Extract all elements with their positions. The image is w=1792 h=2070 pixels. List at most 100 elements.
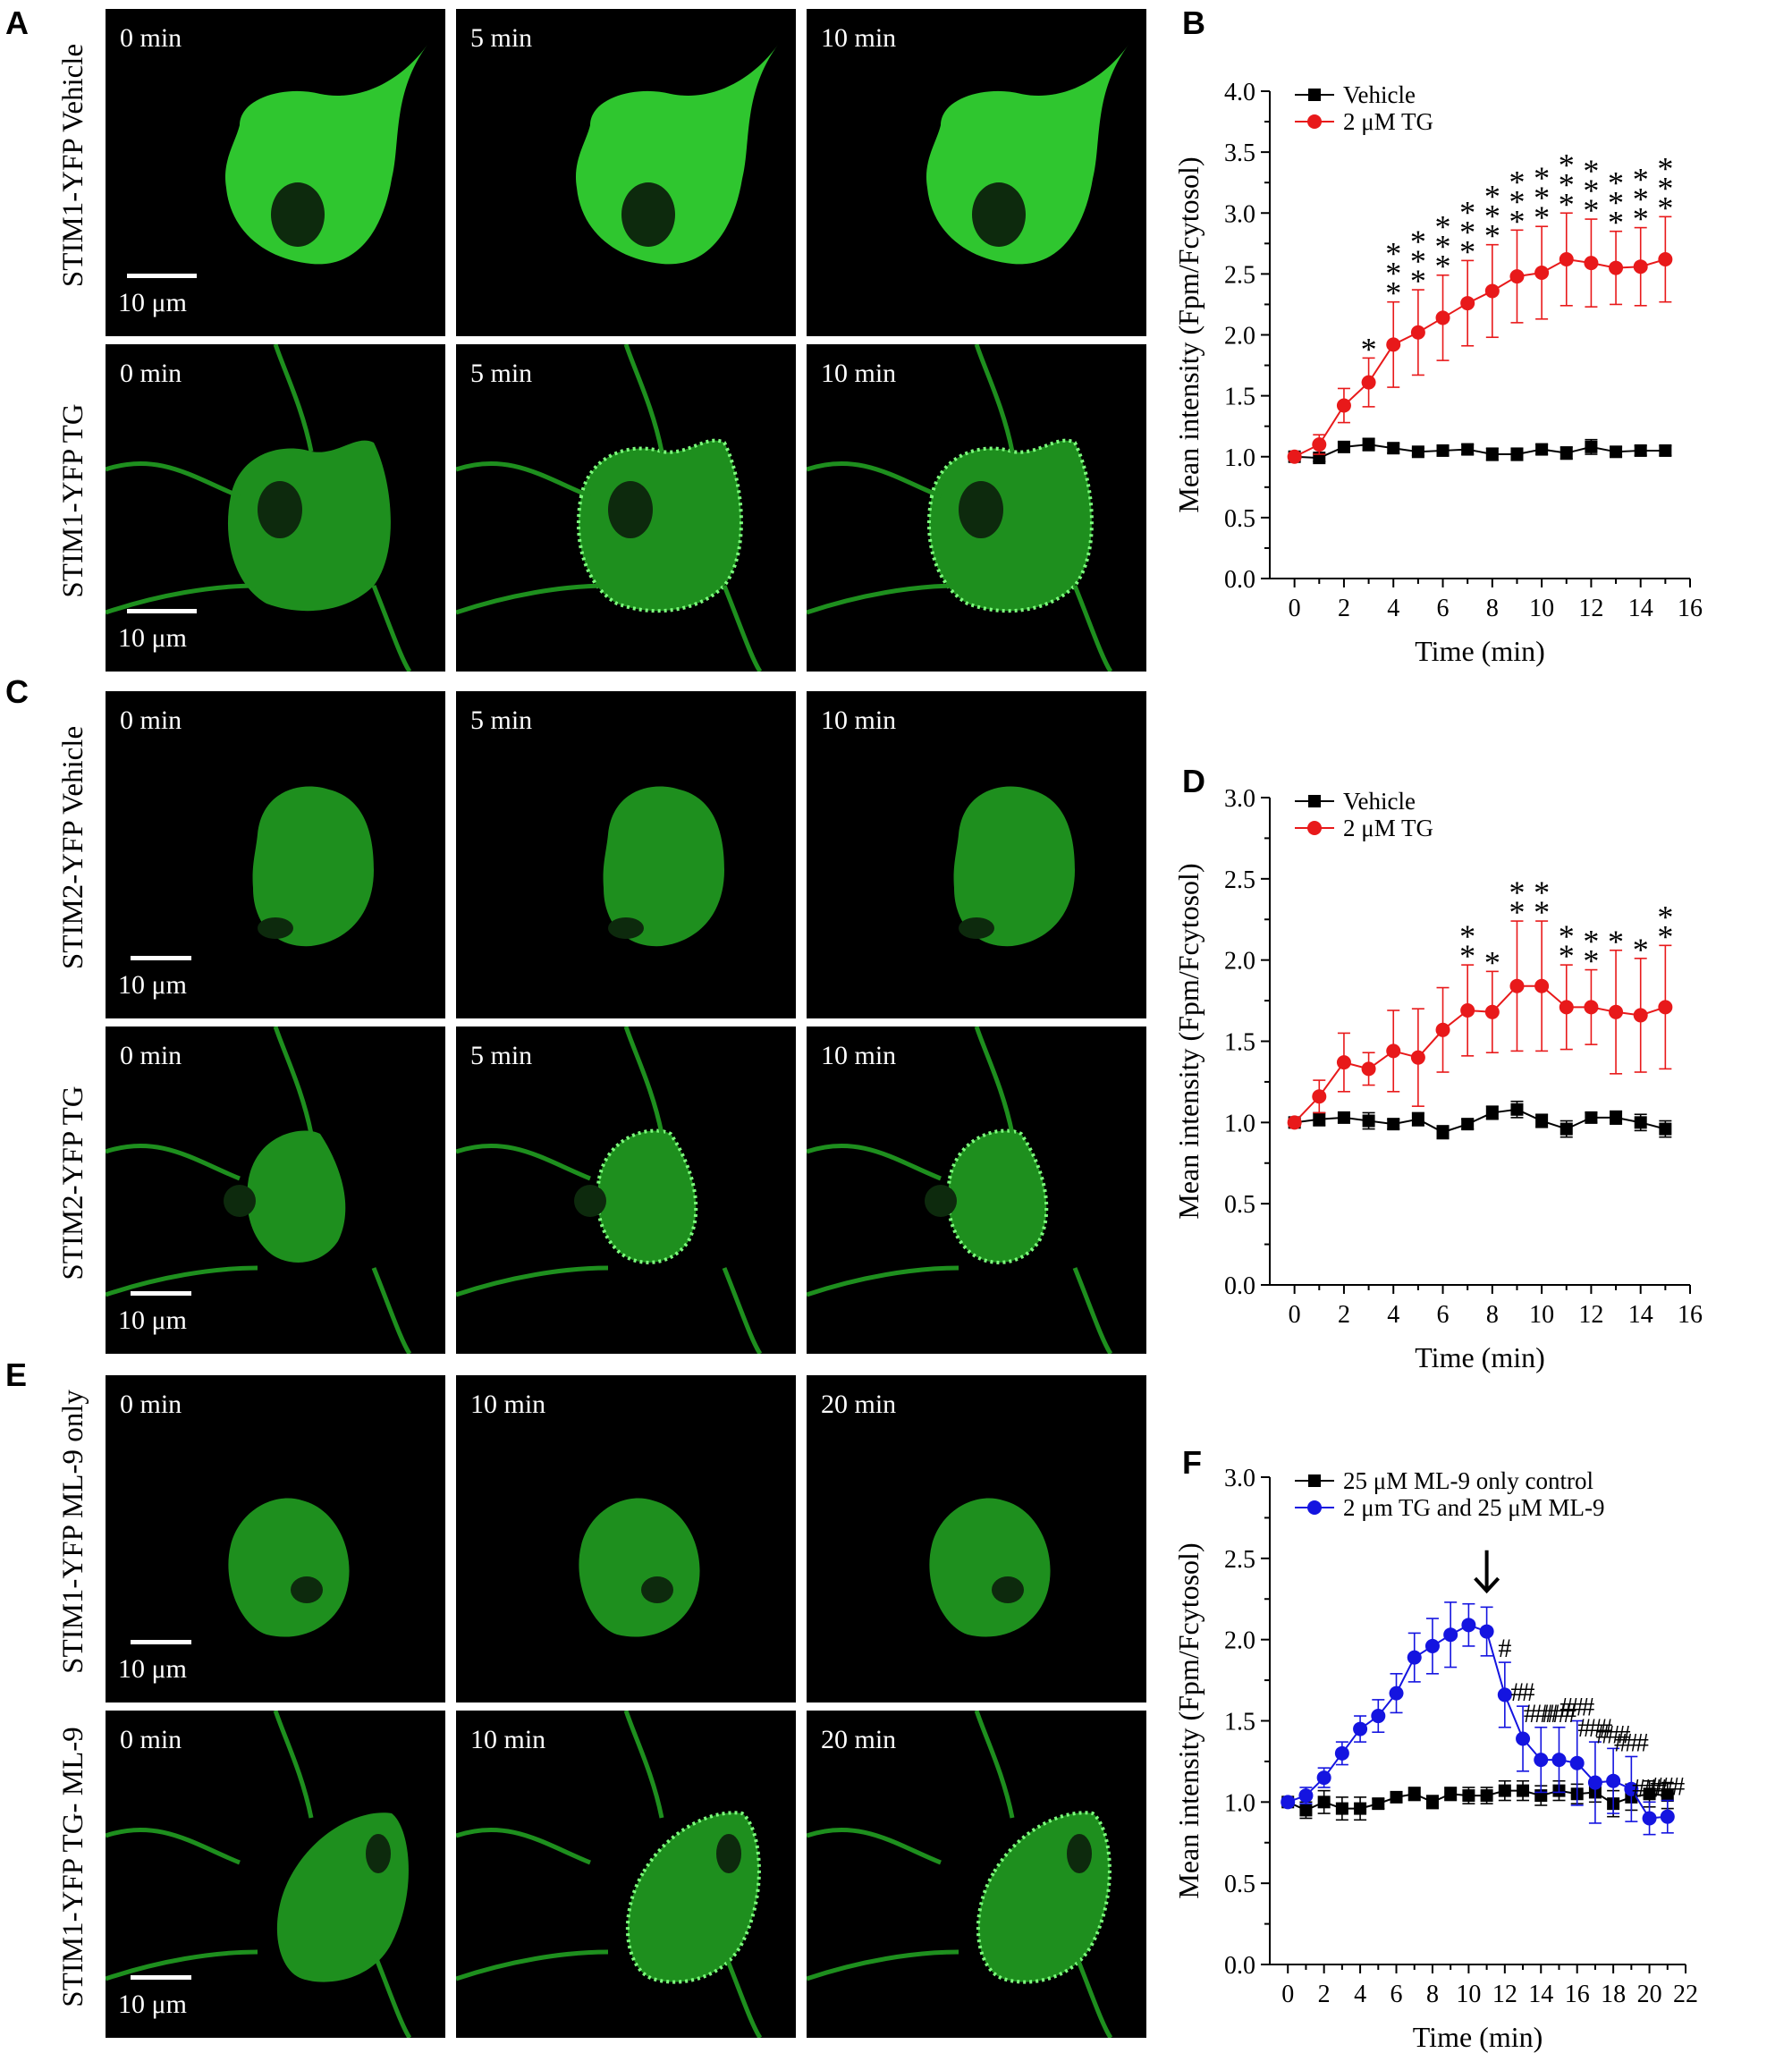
time-label: 0 min <box>120 705 182 735</box>
significance-marker: * <box>1559 166 1575 202</box>
x-tick-label: 10 <box>1529 595 1554 622</box>
significance-marker: # <box>1653 1773 1667 1803</box>
series-line <box>1294 1108 1666 1134</box>
significance-marker: * <box>1459 918 1475 954</box>
data-point <box>1444 1787 1458 1801</box>
scale-bar <box>131 1975 191 1980</box>
x-tick-label: 2 <box>1338 595 1350 622</box>
data-point <box>1659 444 1672 457</box>
significance-marker: * <box>1435 229 1451 265</box>
neurite <box>106 1027 412 1354</box>
data-point <box>1460 1002 1475 1018</box>
x-tick-label: 16 <box>1678 595 1703 622</box>
cell-image <box>807 1711 1113 2038</box>
significance-marker: * <box>1484 199 1500 234</box>
cell-body <box>946 1128 1049 1264</box>
scale-label: 10 μm <box>118 970 187 1000</box>
y-tick-label: 0.0 <box>1224 1952 1255 1980</box>
cell-body <box>247 1130 346 1263</box>
micrograph-tile: 0 min 10 μm <box>106 1375 445 1702</box>
significance-marker: * <box>1633 162 1649 198</box>
micrograph-tile: 10 min <box>807 691 1146 1018</box>
y-tick-label: 4.0 <box>1224 79 1255 106</box>
time-label: 0 min <box>120 1390 182 1419</box>
data-point <box>1389 1686 1404 1701</box>
data-point <box>1386 337 1401 352</box>
micrograph-tile: 0 min 10 μm <box>106 1027 445 1354</box>
series-line <box>1294 258 1666 458</box>
significance-marker: * <box>1410 243 1426 279</box>
time-label: 20 min <box>821 1390 897 1419</box>
cell-image <box>807 344 1113 672</box>
x-tick-label: 18 <box>1601 1981 1626 2008</box>
time-label: 5 min <box>470 23 533 53</box>
time-label: 0 min <box>120 23 182 53</box>
micrograph-tile: 5 min <box>456 691 796 1018</box>
micrograph-tile: 20 min <box>807 1375 1146 1702</box>
data-point <box>1661 1789 1674 1803</box>
significance-marker: * <box>1608 185 1624 221</box>
data-point <box>1584 256 1599 271</box>
nucleus <box>366 1834 391 1873</box>
cell-image <box>228 1498 350 1637</box>
x-tick-label: 4 <box>1354 1981 1366 2008</box>
scale-bar <box>131 1291 191 1296</box>
significance-marker: * <box>1484 179 1500 215</box>
significance-marker: * <box>1534 874 1550 910</box>
row-label: STIM2-YFP Vehicle <box>57 725 89 970</box>
nucleus <box>959 917 994 939</box>
legend-label: 2 μM TG <box>1343 108 1433 135</box>
significance-marker: # <box>1552 1699 1566 1728</box>
significance-marker: * <box>1509 894 1525 930</box>
data-point <box>1479 1624 1494 1639</box>
data-point <box>1534 978 1550 993</box>
nucleus <box>574 1185 606 1217</box>
x-tick-label: 6 <box>1437 595 1450 622</box>
data-point <box>1410 1050 1425 1065</box>
data-point <box>1436 444 1450 457</box>
data-point <box>1633 1008 1648 1023</box>
significance-marker: * <box>1509 874 1525 910</box>
data-point <box>1642 1811 1657 1826</box>
nucleus <box>992 1576 1024 1603</box>
data-point <box>1312 1089 1327 1104</box>
row-label: STIM1-YFP TG <box>57 403 89 598</box>
legend-label: 2 μm TG and 25 μM ML-9 <box>1343 1494 1604 1521</box>
data-point <box>1425 1795 1439 1809</box>
y-tick-label: 1.0 <box>1224 444 1255 472</box>
significance-marker: * <box>1509 183 1525 219</box>
data-point <box>1643 1787 1656 1801</box>
time-label: 5 min <box>470 705 533 735</box>
series-line <box>1294 444 1666 460</box>
chart-panel-f: 0.0 0.5 1.0 1.5 2.0 2.5 3.0 0 2 4 6 8 10 12 14 16 18 20 22… <box>1172 1465 1698 2053</box>
y-axis-label: Mean intensity (Fpm/Fcytosol) <box>1172 156 1205 512</box>
legend-label: Vehicle <box>1343 788 1416 815</box>
data-point <box>1443 1627 1458 1643</box>
x-tick-label: 12 <box>1578 1301 1603 1329</box>
x-tick-label: 10 <box>1529 1301 1554 1329</box>
cell-body <box>252 786 374 947</box>
significance-marker: # <box>1618 1719 1631 1749</box>
data-point <box>1485 448 1499 461</box>
nucleus <box>258 481 302 538</box>
cell-image <box>106 344 412 672</box>
nucleus <box>608 917 644 939</box>
significance-marker: * <box>1559 186 1575 222</box>
data-point <box>1353 1721 1368 1736</box>
scale-bar <box>131 1640 191 1644</box>
significance-marker: * <box>1410 263 1426 299</box>
neurite <box>807 1711 1113 2038</box>
significance-marker: # <box>1632 1773 1645 1803</box>
data-point <box>1634 1116 1647 1129</box>
neurite <box>456 344 763 672</box>
significance-marker: * <box>1657 190 1673 225</box>
data-point <box>1480 1789 1493 1803</box>
micrograph-tile: 0 min 10 μm <box>106 1711 445 2038</box>
significance-marker: # <box>1522 1677 1535 1707</box>
data-point <box>1606 1773 1621 1788</box>
cell-image <box>456 344 763 672</box>
x-tick-label: 14 <box>1528 1981 1553 2008</box>
y-tick-label: 1.5 <box>1224 1709 1255 1736</box>
data-point <box>1387 442 1400 455</box>
y-axis-label: Mean intensity (Fpm/Fcytosol) <box>1172 1542 1205 1898</box>
